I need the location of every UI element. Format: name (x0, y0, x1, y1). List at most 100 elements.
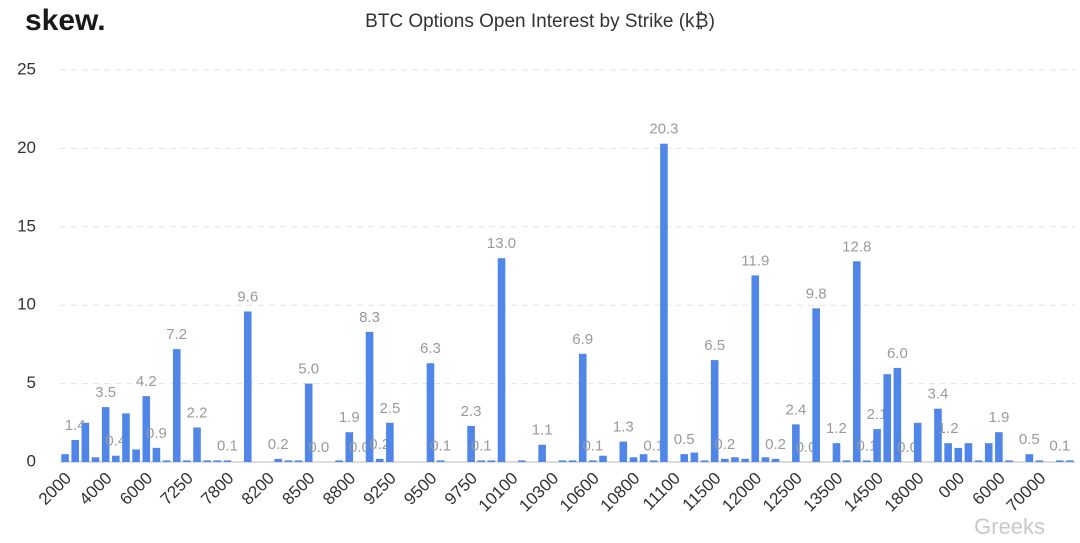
data-label: 1.3 (613, 419, 634, 436)
bar (812, 308, 820, 462)
data-label: 0.0 (349, 439, 370, 456)
x-tick-label: 9500 (400, 469, 440, 509)
bar (497, 258, 506, 462)
data-label: 0.9 (146, 425, 167, 442)
bar (995, 432, 1003, 462)
data-label: 0.2 (714, 436, 735, 453)
data-label: 0.5 (1019, 431, 1040, 448)
bar (883, 374, 892, 462)
x-tick-label: 11100 (639, 469, 684, 514)
watermark: Greeks (974, 514, 1045, 539)
data-label: 0.1 (430, 437, 451, 454)
bar (112, 455, 120, 462)
bar (771, 458, 780, 462)
bar (243, 311, 252, 462)
logo: skew. (25, 4, 106, 37)
bar (660, 143, 668, 463)
data-label: 3.4 (928, 386, 949, 403)
bar (294, 460, 303, 462)
x-tick-label: 13500 (800, 469, 847, 516)
bar (761, 457, 770, 462)
bar (345, 432, 354, 462)
bar (152, 447, 161, 462)
bar (61, 454, 69, 462)
bar (386, 422, 394, 462)
bar (731, 457, 739, 462)
data-label: 2.5 (379, 400, 400, 417)
x-tick-label: 7800 (197, 469, 237, 509)
bar (964, 443, 973, 462)
data-label: 9.8 (806, 285, 827, 302)
data-label: 1.9 (339, 409, 360, 426)
bar (142, 396, 151, 462)
bar (629, 457, 638, 462)
bar (792, 424, 800, 462)
x-tick-label: 70000 (1003, 469, 1050, 516)
bar (1066, 460, 1074, 462)
x-tick-label: 11500 (679, 469, 725, 515)
bar (304, 383, 313, 462)
data-label: 6.0 (887, 345, 908, 362)
bar (203, 460, 211, 462)
x-tick-label: 8500 (278, 469, 318, 509)
data-label: 20.3 (649, 121, 678, 138)
y-tick-label: 20 (17, 138, 36, 157)
data-label: 1.2 (938, 420, 959, 437)
data-label: 0.1 (1049, 437, 1070, 454)
bar (436, 460, 445, 462)
bar (842, 460, 851, 462)
x-tick-label: 12000 (718, 469, 765, 516)
bar (335, 460, 343, 462)
x-tick-label: 6000 (116, 469, 156, 509)
data-label: 0.1 (856, 437, 877, 454)
data-label: 1.4 (65, 417, 86, 434)
bar (639, 454, 648, 462)
bar (873, 429, 881, 462)
data-label: 2.1 (867, 406, 888, 423)
y-tick-label: 10 (17, 295, 36, 314)
x-tick-label: 10600 (556, 469, 603, 516)
bar (721, 458, 729, 462)
data-label: 0.0 (308, 439, 329, 456)
bar (375, 458, 384, 462)
x-tick-label: 4000 (75, 469, 115, 509)
data-label: 12.8 (842, 238, 871, 255)
data-label: 1.1 (532, 422, 553, 439)
bar (426, 363, 435, 462)
bar (893, 367, 902, 462)
bar (172, 349, 181, 462)
data-label: 1.9 (988, 409, 1009, 426)
bar (183, 460, 191, 462)
x-tick-label: 9250 (360, 469, 400, 509)
data-label: 6.9 (572, 331, 593, 348)
data-label: 0.1 (643, 437, 664, 454)
data-label: 0.1 (217, 437, 238, 454)
bar (934, 408, 942, 462)
x-tick-label: 8200 (238, 469, 278, 509)
bar (558, 460, 567, 462)
data-label: 0.2 (268, 436, 289, 453)
bar (1025, 454, 1034, 462)
bar (852, 261, 861, 462)
bar (751, 275, 760, 462)
bar (122, 413, 130, 462)
bar (223, 460, 232, 462)
bar (589, 460, 597, 462)
data-label: 5.0 (298, 361, 319, 378)
bar (91, 457, 100, 462)
data-label: 9.6 (237, 288, 258, 305)
bar (710, 360, 719, 462)
data-label: 6.3 (420, 340, 441, 357)
x-tick-label: 18000 (881, 469, 928, 516)
x-tick-label: 14500 (840, 469, 887, 516)
bar (984, 443, 993, 462)
bar (71, 440, 80, 462)
bar (741, 458, 749, 462)
data-label: 0.2 (369, 436, 390, 453)
x-tick-label: 10100 (475, 469, 522, 516)
bar (599, 455, 607, 462)
bar (680, 454, 689, 462)
data-label: 13.0 (487, 235, 516, 252)
x-tick-label: 10800 (597, 469, 644, 516)
